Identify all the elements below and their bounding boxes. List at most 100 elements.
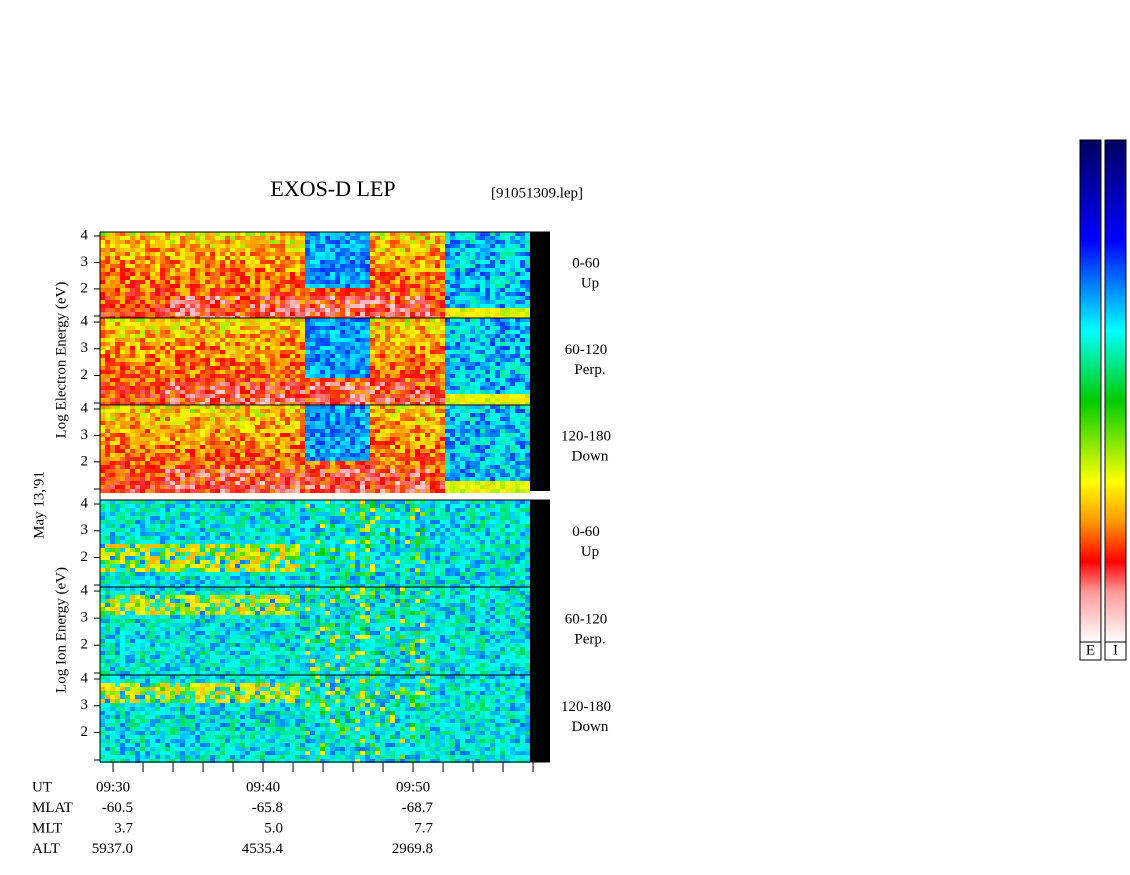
spectrogram-cell bbox=[430, 350, 435, 354]
spectrogram-cell bbox=[435, 256, 440, 260]
spectrogram-cell bbox=[345, 417, 350, 421]
spectrogram-cell bbox=[505, 322, 510, 326]
spectrogram-cell bbox=[205, 441, 210, 445]
spectrogram-cell bbox=[180, 382, 185, 386]
spectrogram-cell bbox=[265, 330, 270, 334]
spectrogram-cell bbox=[120, 445, 125, 449]
spectrogram-cell bbox=[445, 374, 450, 378]
spectrogram-cell bbox=[440, 334, 445, 338]
spectrogram-cell bbox=[175, 485, 180, 489]
spectrogram-cell bbox=[415, 292, 420, 296]
spectrogram-cell bbox=[340, 398, 345, 402]
spectrogram-cell bbox=[170, 338, 175, 342]
spectrogram-cell bbox=[450, 382, 455, 386]
spectrogram-cell bbox=[205, 453, 210, 457]
spectrogram-cell bbox=[270, 280, 275, 284]
spectrogram-cell bbox=[300, 240, 305, 244]
spectrogram-cell bbox=[190, 300, 195, 304]
spectrogram-cell bbox=[455, 390, 460, 394]
spectrogram-cell bbox=[360, 461, 365, 465]
spectrogram-cell bbox=[385, 308, 390, 312]
spectrogram-cell bbox=[280, 402, 285, 406]
spectrogram-cell bbox=[295, 280, 300, 284]
spectrogram-cell bbox=[375, 358, 380, 362]
spectrogram-cell bbox=[390, 322, 395, 326]
spectrogram-cell bbox=[185, 469, 190, 473]
spectrogram-cell bbox=[165, 405, 170, 409]
spectrogram-cell bbox=[510, 318, 515, 322]
spectrogram-cell bbox=[240, 354, 245, 358]
spectrogram-cell bbox=[485, 280, 490, 284]
spectrogram-cell bbox=[385, 322, 390, 326]
spectrogram-cell bbox=[425, 308, 430, 312]
spectrogram-cell bbox=[315, 276, 320, 280]
spectrogram-cell bbox=[490, 256, 495, 260]
spectrogram-cell bbox=[145, 469, 150, 473]
spectrogram-cell bbox=[150, 312, 155, 316]
spectrogram-cell bbox=[335, 374, 340, 378]
spectrogram-cell bbox=[140, 288, 145, 292]
spectrogram-cell bbox=[350, 417, 355, 421]
spectrogram-cell bbox=[500, 292, 505, 296]
spectrogram-cell bbox=[460, 244, 465, 248]
spectrogram-cell bbox=[455, 386, 460, 390]
spectrogram-cell bbox=[140, 457, 145, 461]
spectrogram-cell bbox=[135, 421, 140, 425]
spectrogram-cell bbox=[465, 296, 470, 300]
spectrogram-cell bbox=[330, 338, 335, 342]
spectrogram-cell bbox=[190, 425, 195, 429]
spectrogram-cell bbox=[380, 346, 385, 350]
spectrogram-cell bbox=[135, 437, 140, 441]
spectrogram-cell bbox=[250, 417, 255, 421]
spectrogram-cell bbox=[185, 457, 190, 461]
spectrogram-cell bbox=[475, 318, 480, 322]
spectrogram-cell bbox=[475, 240, 480, 244]
spectrogram-cell bbox=[245, 326, 250, 330]
spectrogram-cell bbox=[205, 334, 210, 338]
spectrogram-cell bbox=[215, 248, 220, 252]
spectrogram-cell bbox=[450, 300, 455, 304]
spectrogram-cell bbox=[150, 453, 155, 457]
spectrogram-cell bbox=[340, 429, 345, 433]
spectrogram-cell bbox=[210, 469, 215, 473]
spectrogram-cell bbox=[195, 240, 200, 244]
spectrogram-cell bbox=[125, 358, 130, 362]
spectrogram-cell bbox=[380, 326, 385, 330]
spectrogram-cell bbox=[255, 296, 260, 300]
spectrogram-cell bbox=[290, 300, 295, 304]
spectrogram-cell bbox=[250, 457, 255, 461]
spectrogram-cell bbox=[390, 308, 395, 312]
spectrogram-cell bbox=[515, 398, 520, 402]
spectrogram-cell bbox=[300, 342, 305, 346]
spectrogram-cell bbox=[520, 292, 525, 296]
spectrogram-cell bbox=[440, 318, 445, 322]
spectrogram-cell bbox=[355, 232, 360, 236]
spectrogram-cell bbox=[355, 461, 360, 465]
spectrogram-cell bbox=[290, 449, 295, 453]
spectrogram-cell bbox=[410, 374, 415, 378]
spectrogram-cell bbox=[160, 374, 165, 378]
spectrogram-cell bbox=[150, 425, 155, 429]
spectrogram-cell bbox=[230, 330, 235, 334]
spectrogram-cell bbox=[295, 264, 300, 268]
spectrogram-cell bbox=[200, 461, 205, 465]
spectrogram-cell bbox=[415, 240, 420, 244]
spectrogram-cell bbox=[320, 449, 325, 453]
spectrogram-cell bbox=[260, 276, 265, 280]
spectrogram-cell bbox=[235, 421, 240, 425]
spectrogram-cell bbox=[245, 445, 250, 449]
spectrogram-cell bbox=[315, 485, 320, 489]
spectrogram-cell bbox=[280, 445, 285, 449]
spectrogram-cell bbox=[220, 300, 225, 304]
spectrogram-cell bbox=[365, 334, 370, 338]
spectrogram-cell bbox=[255, 292, 260, 296]
spectrogram-cell bbox=[180, 386, 185, 390]
spectrogram-cell bbox=[265, 342, 270, 346]
spectrogram-cell bbox=[305, 398, 310, 402]
spectrogram-cell bbox=[405, 280, 410, 284]
spectrogram-cell bbox=[230, 288, 235, 292]
spectrogram-cell bbox=[280, 370, 285, 374]
spectrogram-cell bbox=[190, 370, 195, 374]
spectrogram-cell bbox=[370, 252, 375, 256]
spectrogram-cell bbox=[300, 338, 305, 342]
